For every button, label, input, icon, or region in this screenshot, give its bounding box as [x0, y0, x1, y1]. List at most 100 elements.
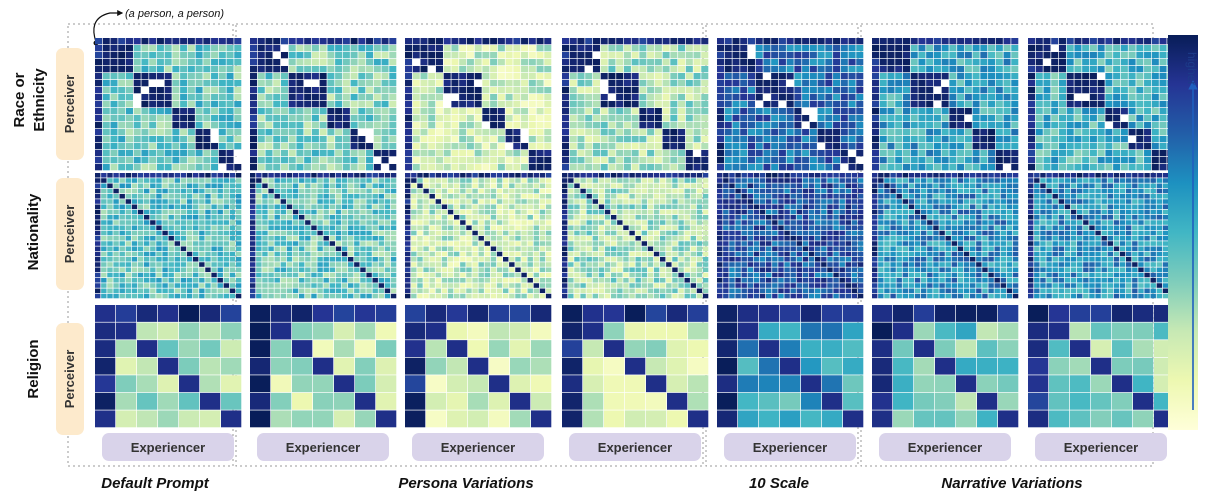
heatmap-cell — [405, 129, 413, 136]
heatmap-cell — [384, 251, 391, 257]
heatmap-cell — [497, 94, 505, 101]
heatmap-cell — [1144, 157, 1152, 164]
heatmap-cell — [521, 143, 529, 150]
heatmap-cell — [168, 230, 174, 236]
heatmap-cell — [268, 267, 274, 273]
heatmap-cell — [1074, 38, 1082, 45]
heatmap-cell — [988, 143, 996, 150]
heatmap-cell — [113, 262, 119, 267]
heatmap-cell — [133, 87, 141, 94]
heatmap-cell — [218, 136, 226, 143]
heatmap-cell — [509, 209, 515, 215]
heatmap-cell — [964, 94, 972, 101]
heatmap-cell — [137, 209, 144, 215]
heatmap-cell — [229, 288, 236, 294]
heatmap-cell — [505, 150, 513, 157]
heatmap-cell — [509, 283, 515, 288]
heatmap-cell — [317, 283, 323, 288]
heatmap-cell — [690, 257, 697, 262]
heatmap-cell — [755, 122, 763, 129]
heatmap-cell — [203, 73, 211, 80]
heatmap-cell — [280, 194, 287, 199]
heatmap-cell — [162, 183, 168, 189]
heatmap-cell — [199, 241, 205, 246]
heatmap-cell — [918, 143, 926, 150]
heatmap-cell — [1159, 80, 1167, 87]
heatmap-cell — [1105, 122, 1113, 129]
heatmap-cell — [521, 122, 529, 129]
heatmap-cell — [107, 251, 113, 257]
heatmap-cell — [405, 66, 413, 73]
heatmap-cell — [895, 122, 903, 129]
heatmap-cell — [972, 66, 980, 73]
heatmap-cell — [887, 38, 895, 45]
heatmap-cell — [949, 122, 957, 129]
heatmap-cell — [617, 209, 623, 215]
heatmap-cell — [635, 178, 641, 183]
heatmap-cell — [265, 101, 273, 108]
heatmap-cell — [288, 101, 296, 108]
heatmap-cell — [107, 215, 113, 220]
heatmap-cell — [1159, 66, 1167, 73]
heatmap-cell — [623, 87, 631, 94]
heatmap-cell — [435, 108, 443, 115]
heatmap-cell — [802, 115, 810, 122]
heatmap-cell — [654, 59, 662, 66]
heatmap-cell — [150, 188, 156, 194]
heatmap-cell — [1151, 157, 1159, 164]
heatmap-cell — [280, 225, 287, 231]
heatmap-cell — [292, 173, 299, 178]
heatmap-cell — [218, 143, 226, 150]
heatmap-cell — [180, 220, 187, 225]
heatmap-cell — [586, 225, 592, 231]
heatmap-cell — [366, 215, 372, 220]
heatmap-cell — [592, 225, 599, 231]
heatmap-cell — [536, 80, 544, 87]
heatmap-cell — [335, 293, 342, 299]
heatmap-cell — [199, 230, 205, 236]
heatmap-cell — [405, 183, 411, 189]
heatmap-cell — [1074, 143, 1082, 150]
heatmap-cell — [180, 129, 188, 136]
heatmap-cell — [484, 262, 491, 267]
heatmap-cell — [223, 267, 230, 273]
heatmap-cell — [280, 262, 287, 267]
heatmap-cell — [732, 129, 740, 136]
heatmap-cell — [685, 59, 693, 66]
heatmap-cell — [1097, 143, 1105, 150]
heatmap-cell — [113, 225, 119, 231]
heatmap-cell — [95, 220, 101, 225]
heatmap-cell — [484, 241, 491, 246]
heatmap-cell — [164, 73, 172, 80]
heatmap-cell — [678, 122, 686, 129]
heatmap-cell — [110, 157, 118, 164]
heatmap-cell — [205, 272, 211, 278]
heatmap-cell — [305, 251, 311, 257]
heatmap-cell — [771, 52, 779, 59]
heatmap-cell — [910, 38, 918, 45]
heatmap-cell — [690, 183, 697, 189]
heatmap-cell — [273, 94, 281, 101]
heatmap-cell — [629, 204, 635, 210]
heatmap-cell — [323, 230, 329, 236]
heatmap-cell — [639, 66, 647, 73]
heatmap-cell — [690, 272, 697, 278]
heatmap-cell — [268, 194, 274, 199]
heatmap-cell — [211, 241, 217, 246]
heatmap-cell — [428, 101, 436, 108]
heatmap-cell — [949, 38, 957, 45]
heatmap-cell — [635, 183, 641, 189]
heatmap-cell — [1120, 94, 1128, 101]
heatmap-cell — [384, 220, 391, 225]
heatmap-cell — [629, 241, 635, 246]
heatmap-cell — [102, 136, 110, 143]
heatmap-cell — [600, 38, 608, 45]
heatmap-cell — [420, 94, 428, 101]
heatmap-cell — [141, 157, 149, 164]
heatmap-cell — [569, 101, 577, 108]
heatmap-cell — [586, 246, 592, 252]
heatmap-cell — [496, 293, 503, 299]
heatmap-cell — [533, 288, 540, 294]
heatmap-cell — [988, 101, 996, 108]
heatmap-cell — [102, 143, 110, 150]
